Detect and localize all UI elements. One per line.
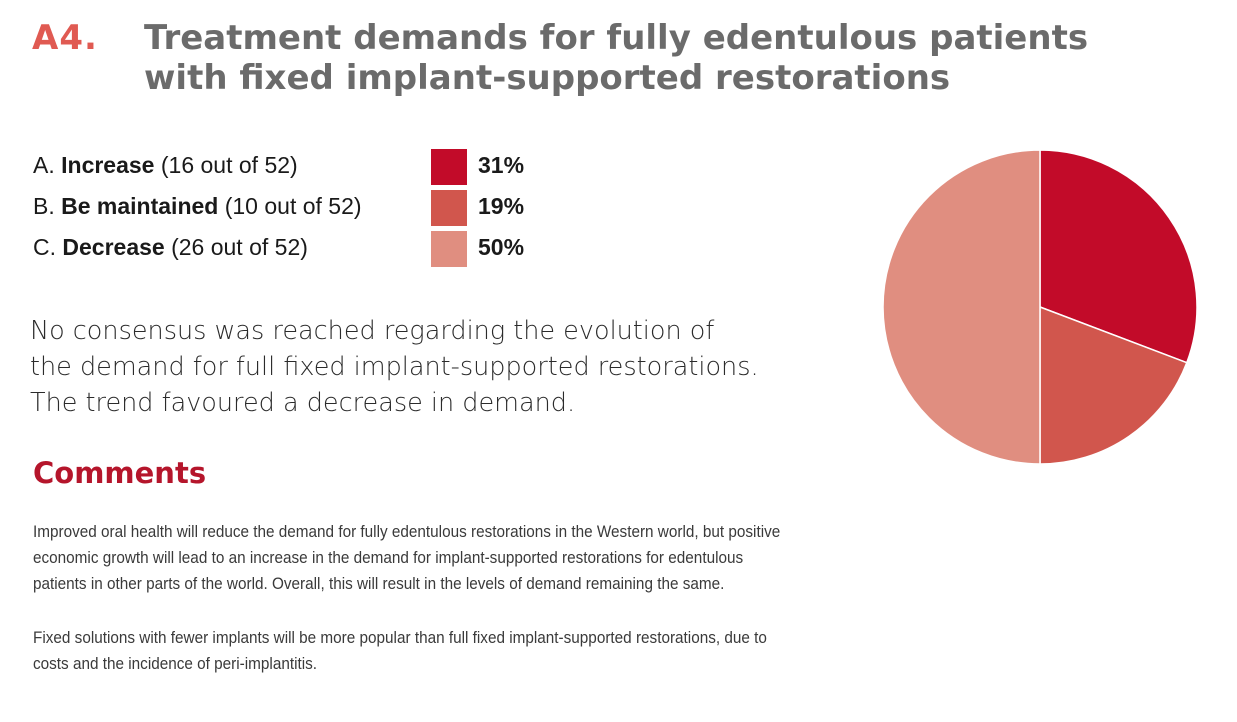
legend-label: Be maintained <box>61 193 219 219</box>
legend-text: C. Decrease (26 out of 52) <box>33 234 308 261</box>
legend-label: Increase <box>61 152 155 178</box>
legend-percent: 31% <box>478 152 525 178</box>
legend-count: (16 out of 52) <box>160 152 298 178</box>
comment-paragraph-2: Fixed solutions with fewer implants will… <box>33 625 771 677</box>
conclusion-text: No consensus was reached regarding the e… <box>30 313 890 421</box>
comment-line: economic growth will lead to an increase… <box>33 548 744 567</box>
pie-slice-decrease <box>882 149 1041 465</box>
legend-letter: B. <box>33 193 55 219</box>
legend-text: A. Increase (16 out of 52) <box>33 152 298 179</box>
pie-chart <box>882 149 1198 465</box>
legend-count: (10 out of 52) <box>224 193 362 219</box>
legend-letter: C. <box>33 234 56 260</box>
legend-count: (26 out of 52) <box>171 234 308 260</box>
legend-swatch <box>431 149 467 185</box>
comment-line: costs and the incidence of peri-implanti… <box>33 654 318 673</box>
legend-swatch <box>431 231 467 267</box>
question-number: A4. <box>32 18 98 58</box>
title-line-1: Treatment demands for fully edentulous p… <box>144 18 1089 58</box>
page-title: Treatment demands for fully edentulous p… <box>144 18 1144 98</box>
comment-line: Fixed solutions with fewer implants will… <box>33 628 767 647</box>
comments-heading: Comments <box>33 456 207 490</box>
pie-slice-be-maintained <box>1039 305 1188 465</box>
conclusion-line: the demand for full fixed implant-suppor… <box>30 352 759 382</box>
conclusion-line: The trend favoured a decrease in demand. <box>30 388 576 418</box>
legend-percent: 50% <box>478 234 525 260</box>
legend-percent: 19% <box>478 193 525 219</box>
title-line-2: with fixed implant-supported restoration… <box>144 58 951 98</box>
conclusion-line: No consensus was reached regarding the e… <box>30 316 715 346</box>
legend-text: B. Be maintained (10 out of 52) <box>33 193 362 220</box>
legend-letter: A. <box>33 152 55 178</box>
pie-slice-increase <box>1039 149 1198 364</box>
legend-swatch <box>431 190 467 226</box>
legend-label: Decrease <box>62 234 165 260</box>
comment-line: Improved oral health will reduce the dem… <box>33 522 781 541</box>
comment-line: patients in other parts of the world. Ov… <box>33 574 725 593</box>
comment-paragraph-1: Improved oral health will reduce the dem… <box>33 519 781 597</box>
